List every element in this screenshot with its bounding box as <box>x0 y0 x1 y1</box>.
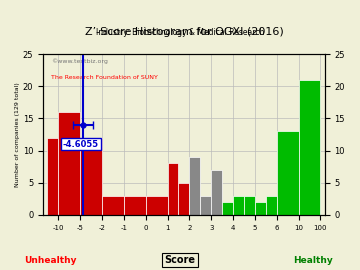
Bar <box>102 196 124 215</box>
Title: Z’-Score Histogram for OGXI (2016): Z’-Score Histogram for OGXI (2016) <box>85 26 283 36</box>
Bar <box>244 196 255 215</box>
Bar <box>189 157 200 215</box>
Bar <box>200 196 211 215</box>
Bar <box>255 202 266 215</box>
Bar <box>80 138 102 215</box>
Text: The Research Foundation of SUNY: The Research Foundation of SUNY <box>51 75 158 80</box>
Text: Healthy: Healthy <box>293 256 333 265</box>
Text: Unhealthy: Unhealthy <box>24 256 77 265</box>
Bar <box>277 131 298 215</box>
Bar <box>298 80 320 215</box>
Text: Industry: Biotechnology & Medical Research: Industry: Biotechnology & Medical Resear… <box>96 28 264 37</box>
Bar <box>124 196 146 215</box>
Text: ©www.textbiz.org: ©www.textbiz.org <box>51 59 108 65</box>
Bar <box>179 183 189 215</box>
Bar <box>233 196 244 215</box>
Bar <box>48 138 58 215</box>
Bar <box>146 196 167 215</box>
Bar <box>266 196 277 215</box>
Bar <box>167 163 179 215</box>
Bar <box>222 202 233 215</box>
Text: -4.6055: -4.6055 <box>63 140 99 149</box>
Y-axis label: Number of companies (129 total): Number of companies (129 total) <box>15 82 20 187</box>
Text: Score: Score <box>165 255 195 265</box>
Bar <box>211 170 222 215</box>
Bar <box>58 112 80 215</box>
